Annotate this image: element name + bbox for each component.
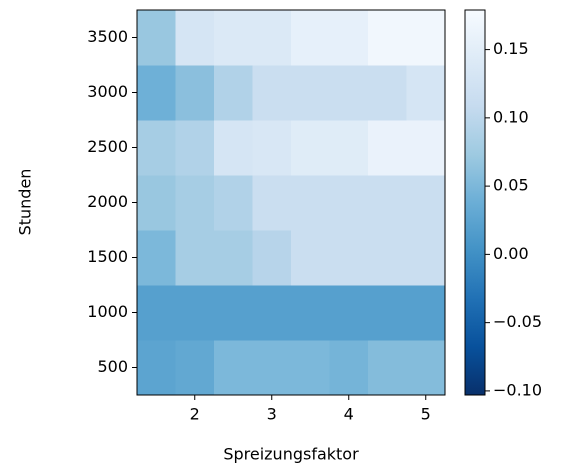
heatmap-cell: [368, 10, 407, 66]
heatmap-cell: [137, 175, 176, 231]
heatmap-cell: [175, 175, 215, 231]
heatmap-cell: [137, 230, 176, 286]
heatmap-cell: [406, 230, 446, 286]
y-tick-label: 3000: [87, 82, 128, 101]
colorbar-tick-label: −0.10: [493, 380, 542, 399]
colorbar: [464, 9, 486, 396]
heatmap-cell: [291, 10, 330, 66]
colorbar-tick-label: 0.05: [493, 176, 529, 195]
heatmap-cell: [214, 120, 253, 176]
heatmap-cell: [291, 285, 330, 341]
heatmap-cell: [291, 120, 330, 176]
x-tick-label: 2: [190, 405, 200, 424]
heatmap-cell: [175, 285, 215, 341]
heatmap-cell: [406, 10, 446, 66]
heatmap-cell: [175, 120, 215, 176]
y-tick-label: 3500: [87, 27, 128, 46]
colorbar-tick-label: 0.15: [493, 39, 529, 58]
heatmap-cell: [368, 285, 407, 341]
heatmap-cell: [252, 285, 292, 341]
heatmap-cell: [252, 120, 292, 176]
heatmap-cell: [291, 65, 330, 121]
heatmap-cell: [406, 285, 446, 341]
heatmap-cell: [368, 65, 407, 121]
heatmap-cell: [137, 285, 176, 341]
heatmap-cell: [368, 175, 407, 231]
x-tick-label: 5: [421, 405, 431, 424]
heatmap-cell: [252, 175, 292, 231]
heatmap-cell: [252, 10, 292, 66]
heatmap-cell: [368, 340, 407, 396]
x-axis-label: Spreizungsfaktor: [223, 445, 359, 464]
heatmap-cell: [137, 340, 176, 396]
heatmap-cell: [406, 340, 446, 396]
heatmap-cell: [329, 65, 369, 121]
colorbar-tick-label: 0.10: [493, 107, 529, 126]
heatmap-cell: [368, 120, 407, 176]
heatmap-cell: [175, 65, 215, 121]
colorbar-tick-label: −0.05: [493, 312, 542, 331]
heatmap-cell: [137, 120, 176, 176]
heatmap-cell: [406, 65, 446, 121]
heatmap-cell: [214, 65, 253, 121]
heatmap-cell: [329, 230, 369, 286]
x-tick-label: 3: [267, 405, 277, 424]
heatmap-cell: [329, 285, 369, 341]
y-axis-label: Stunden: [16, 169, 35, 236]
heatmap-cell: [368, 230, 407, 286]
heatmap-cell: [291, 230, 330, 286]
heatmap-cell: [252, 230, 292, 286]
heatmap-cell: [406, 120, 446, 176]
heatmap-cell: [137, 10, 176, 66]
y-tick-label: 2500: [87, 137, 128, 156]
heatmap-cell: [252, 65, 292, 121]
heatmap-cell: [406, 175, 446, 231]
heatmap-cell: [214, 340, 253, 396]
heatmap-cell: [329, 340, 369, 396]
y-tick-label: 2000: [87, 192, 128, 211]
heatmap-cell: [329, 10, 369, 66]
colorbar-tick-label: 0.00: [493, 244, 529, 263]
heatmap-cell: [175, 340, 215, 396]
x-tick-label: 4: [344, 405, 354, 424]
heatmap-cell: [329, 120, 369, 176]
heatmap-cell: [137, 65, 176, 121]
heatmap-cell: [214, 10, 253, 66]
heatmap-cell: [291, 175, 330, 231]
heatmap-cell: [175, 10, 215, 66]
heatmap-cell: [214, 175, 253, 231]
y-tick-label: 500: [97, 357, 128, 376]
heatmap-cell: [291, 340, 330, 396]
heatmap-cell: [175, 230, 215, 286]
y-tick-label: 1500: [87, 247, 128, 266]
heatmap-cell: [214, 230, 253, 286]
heatmap-cell: [252, 340, 292, 396]
heatmap-cell: [329, 175, 369, 231]
heatmap-cell: [214, 285, 253, 341]
y-tick-label: 1000: [87, 302, 128, 321]
